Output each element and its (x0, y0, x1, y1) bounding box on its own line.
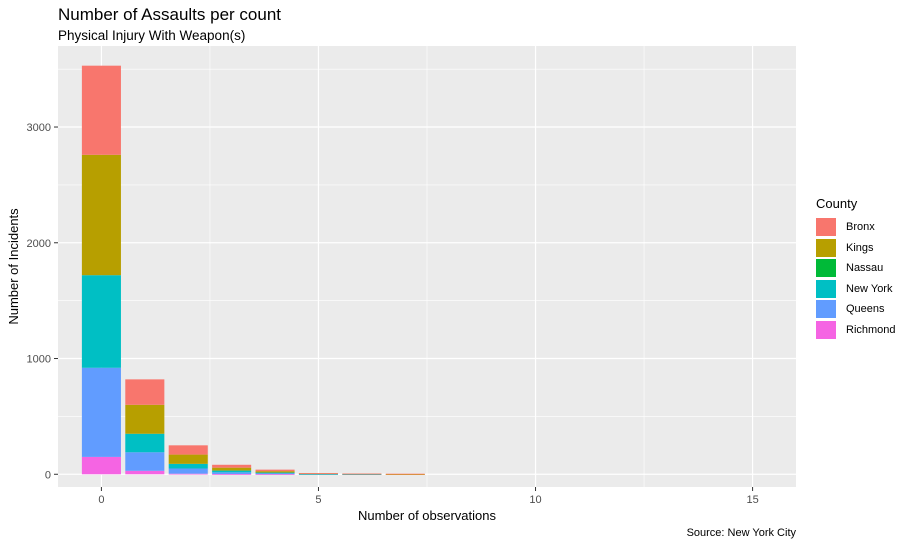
bar-segment (81, 154, 121, 276)
bar-segment (212, 467, 252, 471)
legend-label: New York (846, 282, 893, 295)
x-tick-label: 5 (315, 494, 321, 506)
bar-segment (81, 275, 121, 368)
y-tick-label: 0 (45, 469, 51, 481)
legend-label: Nassau (846, 262, 884, 275)
legend-label: Kings (846, 241, 874, 254)
bar-segment (168, 468, 208, 474)
bar-segment (125, 433, 165, 453)
x-tick-label: 15 (746, 494, 758, 506)
legend-item: Queens (816, 299, 896, 320)
y-tick-label: 1000 (27, 354, 51, 366)
legend-label: Bronx (846, 221, 875, 234)
legend-item: Bronx (816, 217, 896, 238)
legend: County Bronx Kings Nassau New York Queens Ric… (816, 196, 896, 340)
legend-item: Richmond (816, 320, 896, 341)
legend-item: Kings (816, 238, 896, 259)
bar-segment (168, 463, 208, 469)
bar-segment (212, 464, 252, 468)
legend-key (816, 259, 836, 278)
chart-subtitle: Physical Injury With Weapon(s) (58, 28, 246, 43)
bar-segment (255, 471, 295, 473)
legend-label: Richmond (846, 323, 896, 336)
bar-segment (255, 474, 295, 475)
legend-item: New York (816, 279, 896, 300)
bar-segment (125, 379, 165, 405)
bar-segment (212, 472, 252, 475)
legend-key (816, 300, 836, 319)
bar-segment (125, 404, 165, 434)
bar-segment (168, 445, 208, 455)
legend-key (816, 218, 836, 237)
bar-segment (81, 456, 121, 475)
bar-segment (385, 473, 425, 475)
chart-caption: Source: New York City (686, 527, 796, 539)
bar-segment (255, 473, 295, 475)
chart-title: Number of Assaults per count (58, 5, 282, 24)
bar-segment (298, 473, 339, 475)
bar-segment (298, 473, 339, 474)
bar-segment (255, 472, 295, 474)
bar-segment (81, 65, 121, 155)
legend-label: Queens (846, 303, 885, 316)
bar-segment (212, 474, 252, 475)
bar-segment (342, 473, 382, 475)
bar-segment (212, 470, 252, 473)
legend-item: Nassau (816, 258, 896, 279)
legend-key (816, 279, 836, 298)
bar-segment (125, 452, 165, 471)
x-tick-label: 0 (98, 494, 104, 506)
legend-title: County (816, 196, 858, 211)
legend-key (816, 238, 836, 257)
bar-segment (125, 470, 165, 475)
bar-segment (385, 474, 425, 475)
x-axis-title: Number of observations (358, 508, 497, 523)
bar-segment (255, 469, 295, 472)
bar-segment (81, 367, 121, 457)
y-tick-label: 2000 (27, 238, 51, 250)
bar-segment (168, 454, 208, 464)
bar-segment (168, 473, 208, 475)
y-axis-title: Number of Incidents (6, 208, 21, 325)
y-tick-label: 3000 (27, 122, 51, 134)
legend-key (816, 320, 836, 339)
x-tick-label: 10 (529, 494, 541, 506)
